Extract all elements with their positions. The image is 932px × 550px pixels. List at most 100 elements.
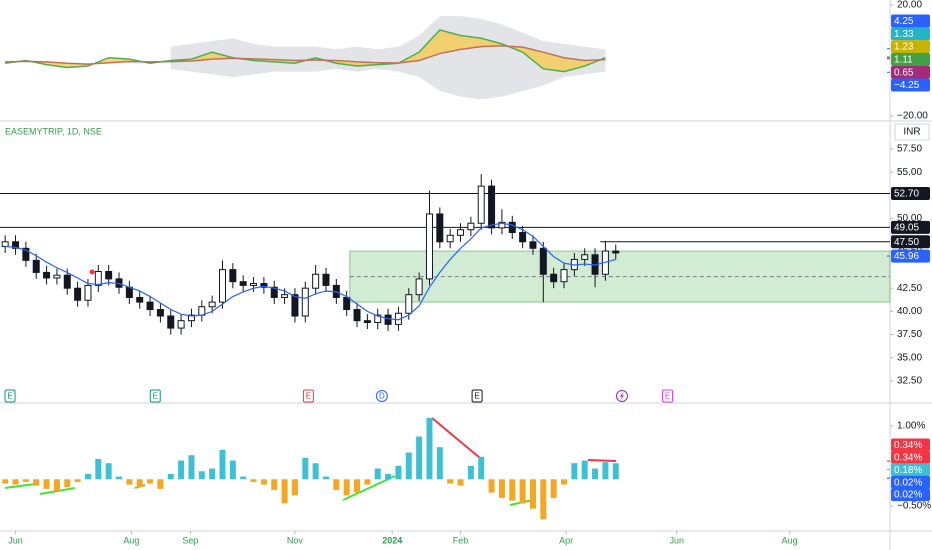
histogram-bar — [322, 476, 329, 480]
candle-body — [384, 314, 392, 325]
histogram-bar — [343, 479, 350, 496]
candle-body — [156, 309, 164, 317]
candle-body — [177, 320, 185, 329]
histogram-bar — [436, 447, 443, 480]
candle-body — [260, 283, 268, 288]
trend-line — [342, 475, 396, 501]
candle-body — [94, 270, 102, 286]
event-icon — [375, 390, 388, 402]
candle-body — [436, 213, 444, 243]
x-tick-label: Nov — [287, 535, 304, 545]
y-tick-label: 50.00 — [897, 213, 922, 224]
histogram-bar — [116, 476, 123, 480]
histogram-bar — [509, 479, 516, 501]
level-badge — [891, 235, 930, 249]
y-tick-label: 32.50 — [897, 376, 922, 387]
histogram-bar — [416, 436, 423, 480]
histogram-bar — [157, 479, 164, 489]
event-label: E — [474, 392, 479, 401]
event-label: E — [7, 392, 12, 401]
histogram-bar — [364, 479, 371, 485]
event-label: D — [379, 392, 385, 401]
flash-icon — [619, 392, 624, 400]
trend-line — [431, 417, 481, 459]
candle-body — [250, 283, 258, 286]
candle-body — [353, 309, 361, 322]
candle-body — [343, 296, 351, 311]
event-icon — [662, 389, 673, 403]
moving-average — [5, 222, 616, 321]
x-tick-label: Aug — [123, 535, 139, 545]
histogram-bar — [592, 468, 599, 480]
histogram-bar — [250, 479, 257, 482]
event-icon — [471, 389, 483, 403]
value-badge — [891, 27, 930, 41]
histogram-bar — [529, 479, 536, 509]
histogram-bar — [354, 479, 361, 493]
histogram-bar — [612, 463, 619, 480]
candle-body — [498, 221, 506, 229]
value-badge — [891, 438, 930, 452]
x-tick-label: 2024 — [382, 535, 402, 545]
candle-body — [105, 270, 113, 280]
currency: INR — [903, 127, 920, 138]
histogram-bar — [281, 479, 288, 504]
value-badge — [891, 488, 930, 502]
value-badge — [891, 475, 930, 489]
value-badge-label: 0.18% — [894, 465, 922, 476]
candle-body — [43, 271, 51, 279]
candle-body — [270, 286, 278, 298]
y-tick-label: −20.00 — [897, 111, 928, 122]
candle-body — [519, 232, 527, 243]
value-badge-label: 1.11 — [894, 55, 913, 66]
y-tick-label: 37.50 — [897, 329, 922, 340]
last-price-badge-label: 45.96 — [894, 251, 919, 262]
histogram-bar — [312, 463, 319, 480]
histogram-bar — [374, 468, 381, 480]
histogram-bar — [561, 479, 568, 485]
candle-body — [22, 247, 30, 261]
histogram-bar — [198, 471, 205, 480]
candle-body — [477, 185, 485, 224]
histogram-bar — [22, 479, 29, 482]
currency-box[interactable] — [894, 123, 930, 141]
candle-body — [312, 273, 320, 289]
histogram-bar — [240, 476, 247, 480]
candle-body — [539, 247, 547, 275]
y-tick-label: 57.50 — [897, 144, 922, 155]
histogram-bar — [426, 417, 433, 480]
candle-body — [581, 254, 589, 260]
candle-body — [446, 234, 454, 243]
candle-body — [612, 250, 620, 254]
candle-body — [32, 259, 40, 273]
histogram-bar — [395, 465, 402, 480]
trend-line — [587, 459, 617, 462]
candle-body — [488, 185, 496, 229]
candle-body — [229, 269, 237, 283]
histogram-bar — [540, 479, 547, 520]
histogram-bar — [43, 479, 50, 489]
candle-body — [301, 287, 309, 317]
histogram-bar — [64, 479, 71, 488]
histogram-bar — [447, 479, 454, 484]
price-pane: EASEMYTRIP, 1D, NSE INR 46.5057.5055.005… — [0, 126, 930, 403]
value-badge-label: 1.33 — [894, 29, 914, 40]
value-badge — [891, 14, 930, 28]
value-badge — [891, 78, 930, 92]
candle-body — [467, 222, 475, 231]
histogram-bar — [229, 460, 236, 480]
candle-body — [374, 314, 382, 324]
series-fill — [5, 29, 606, 72]
y-tick-label: −0.50% — [897, 501, 931, 512]
indicator-line — [5, 45, 606, 65]
candle-body — [291, 294, 299, 317]
value-badge-label: 0.34% — [894, 440, 922, 451]
level-badge-label: 49.05 — [894, 223, 919, 234]
y-tick-label: 40.00 — [897, 306, 922, 317]
histogram-bar — [84, 473, 91, 480]
x-tick-label: Feb — [453, 535, 469, 545]
oscillator-pane: 1.00%−0.50%0.34%0.34%0.18%0.02%0.02% — [2, 417, 931, 520]
candle-body — [405, 294, 413, 314]
histogram-bar — [167, 473, 174, 480]
histogram-bar — [291, 479, 298, 496]
